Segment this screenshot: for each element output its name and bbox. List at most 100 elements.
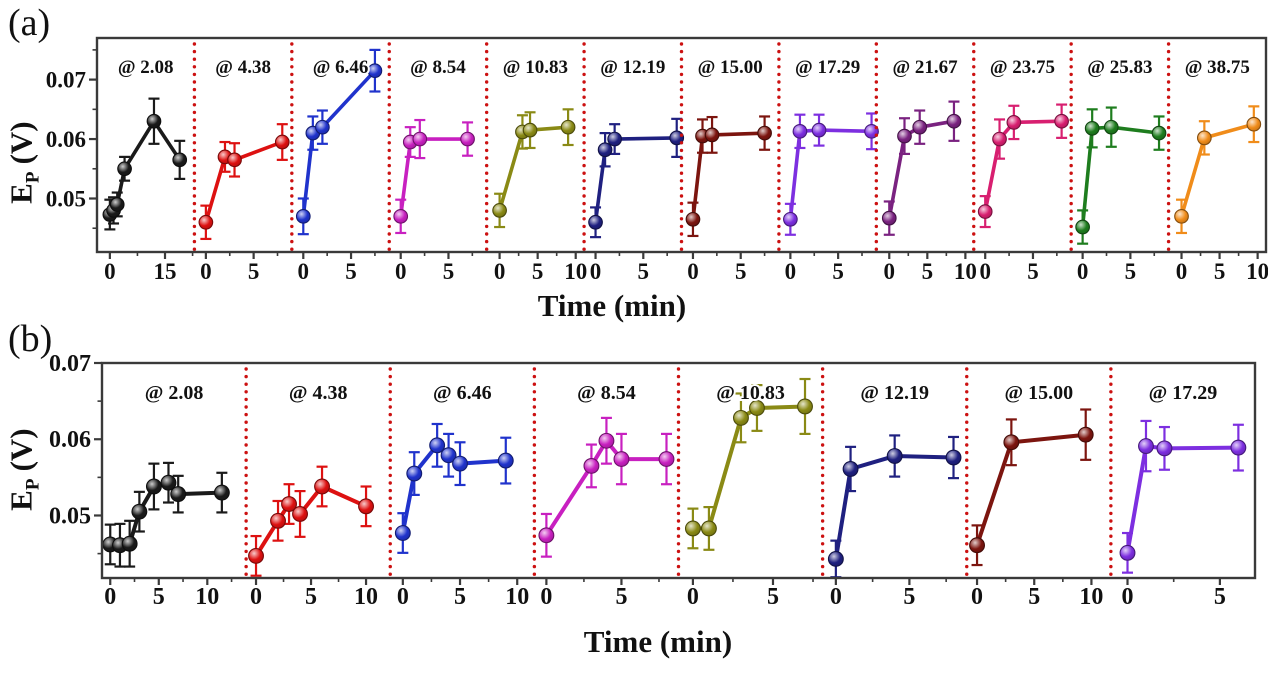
separator-dot (1069, 247, 1073, 251)
separator-dot (1166, 118, 1171, 122)
separator-dot (777, 95, 781, 99)
subplot: 0 5 10 @ 2.08 (102, 380, 233, 610)
separator-dot (820, 534, 825, 538)
separator-dot (1069, 186, 1073, 191)
separator-dot (1166, 156, 1171, 160)
separator-dot (972, 232, 976, 236)
data-point (117, 161, 132, 177)
separator-dot (1069, 232, 1073, 236)
data-point (393, 208, 409, 224)
separator-dot (874, 87, 879, 92)
subplot-label: @ 15.00 (698, 57, 763, 78)
separator-dot (1069, 156, 1073, 160)
x-tick-label: 5 (1214, 584, 1226, 610)
separator-dot (972, 209, 976, 213)
separator-dot (874, 163, 879, 168)
separator-dot (1069, 87, 1073, 92)
separator-dot (676, 488, 681, 493)
subplot: 0 5 @ 12.19 (582, 42, 685, 284)
separator-dot (387, 80, 391, 84)
separator-dot (1166, 49, 1171, 54)
separator-dot (244, 511, 248, 516)
separator-dot (244, 504, 248, 508)
separator-dot (679, 186, 684, 191)
separator-dot (532, 542, 537, 546)
separator-dot (874, 95, 879, 99)
separator-dot (679, 209, 684, 213)
separator-dot (532, 397, 537, 402)
x-tick-label: 5 (1028, 584, 1040, 610)
separator-dot (290, 65, 294, 69)
separator-dot (965, 488, 969, 493)
separator-dot (290, 179, 294, 183)
separator-dot (874, 186, 879, 191)
separator-dot (1069, 194, 1073, 198)
separator-dot (484, 65, 489, 69)
separator-dot (244, 481, 248, 485)
separator-dot (874, 179, 879, 183)
x-tick-label: 5 (767, 584, 779, 610)
separator-dot (972, 171, 976, 175)
separator-dot (387, 163, 391, 168)
separator-dot (965, 466, 969, 470)
separator-dot (679, 125, 684, 130)
subplot-label: @ 15.00 (1005, 382, 1074, 404)
data-point (315, 119, 330, 135)
plot-frame (95, 36, 1268, 254)
separator-dot (972, 87, 976, 92)
separator-dot (820, 511, 825, 516)
data-point (969, 537, 985, 554)
separator-dot (1069, 148, 1073, 153)
ylabel-symbol: E (3, 490, 39, 511)
subplot: 0 5 10 @ 10.83 (484, 42, 587, 284)
data-point (607, 131, 622, 147)
data-point (281, 496, 297, 512)
separator-dot (484, 163, 489, 168)
separator-dot (244, 542, 248, 546)
separator-dot (874, 232, 879, 236)
separator-dot (244, 374, 248, 379)
separator-dot (484, 118, 489, 122)
separator-dot (965, 542, 969, 546)
x-tick-label: 0 (687, 584, 699, 610)
x-tick-label: 5 (443, 259, 455, 284)
separator-dot (388, 450, 392, 455)
separator-dot (874, 224, 879, 229)
separator-dot (1069, 201, 1073, 206)
separator-dot (679, 224, 684, 229)
separator-dot (874, 194, 879, 198)
separator-dot (777, 239, 781, 244)
separator-dot (244, 488, 248, 493)
separator-dot (387, 110, 391, 115)
separator-dot (387, 232, 391, 236)
separator-dot (192, 194, 197, 198)
data-point (700, 520, 717, 537)
separator-dot (972, 148, 976, 153)
separator-dot (1166, 72, 1171, 77)
separator-dot (532, 572, 537, 576)
separator-dot (1109, 390, 1113, 394)
separator-dot (388, 428, 392, 432)
separator-dot (1069, 49, 1073, 54)
separator-dot (1109, 572, 1113, 576)
x-tick-label: 10 (1246, 259, 1268, 284)
separator-dot (387, 247, 391, 251)
separator-dot (290, 87, 294, 92)
separator-dot (532, 443, 537, 447)
separator-dot (777, 179, 781, 183)
x-tick-label: 5 (248, 259, 260, 284)
separator-dot (387, 156, 391, 160)
separator-dot (532, 466, 537, 470)
separator-dot (387, 65, 391, 69)
separator-dot (972, 224, 976, 229)
separator-dot (676, 542, 681, 546)
separator-dot (676, 450, 681, 455)
separator-dot (290, 239, 294, 244)
separator-dot (679, 163, 684, 168)
subplot: 0 5 @ 8.54 (387, 42, 475, 284)
subplot-label: @ 2.08 (118, 57, 174, 78)
separator-dot (676, 435, 681, 440)
separator-dot (582, 49, 586, 54)
separator-dot (192, 118, 197, 122)
